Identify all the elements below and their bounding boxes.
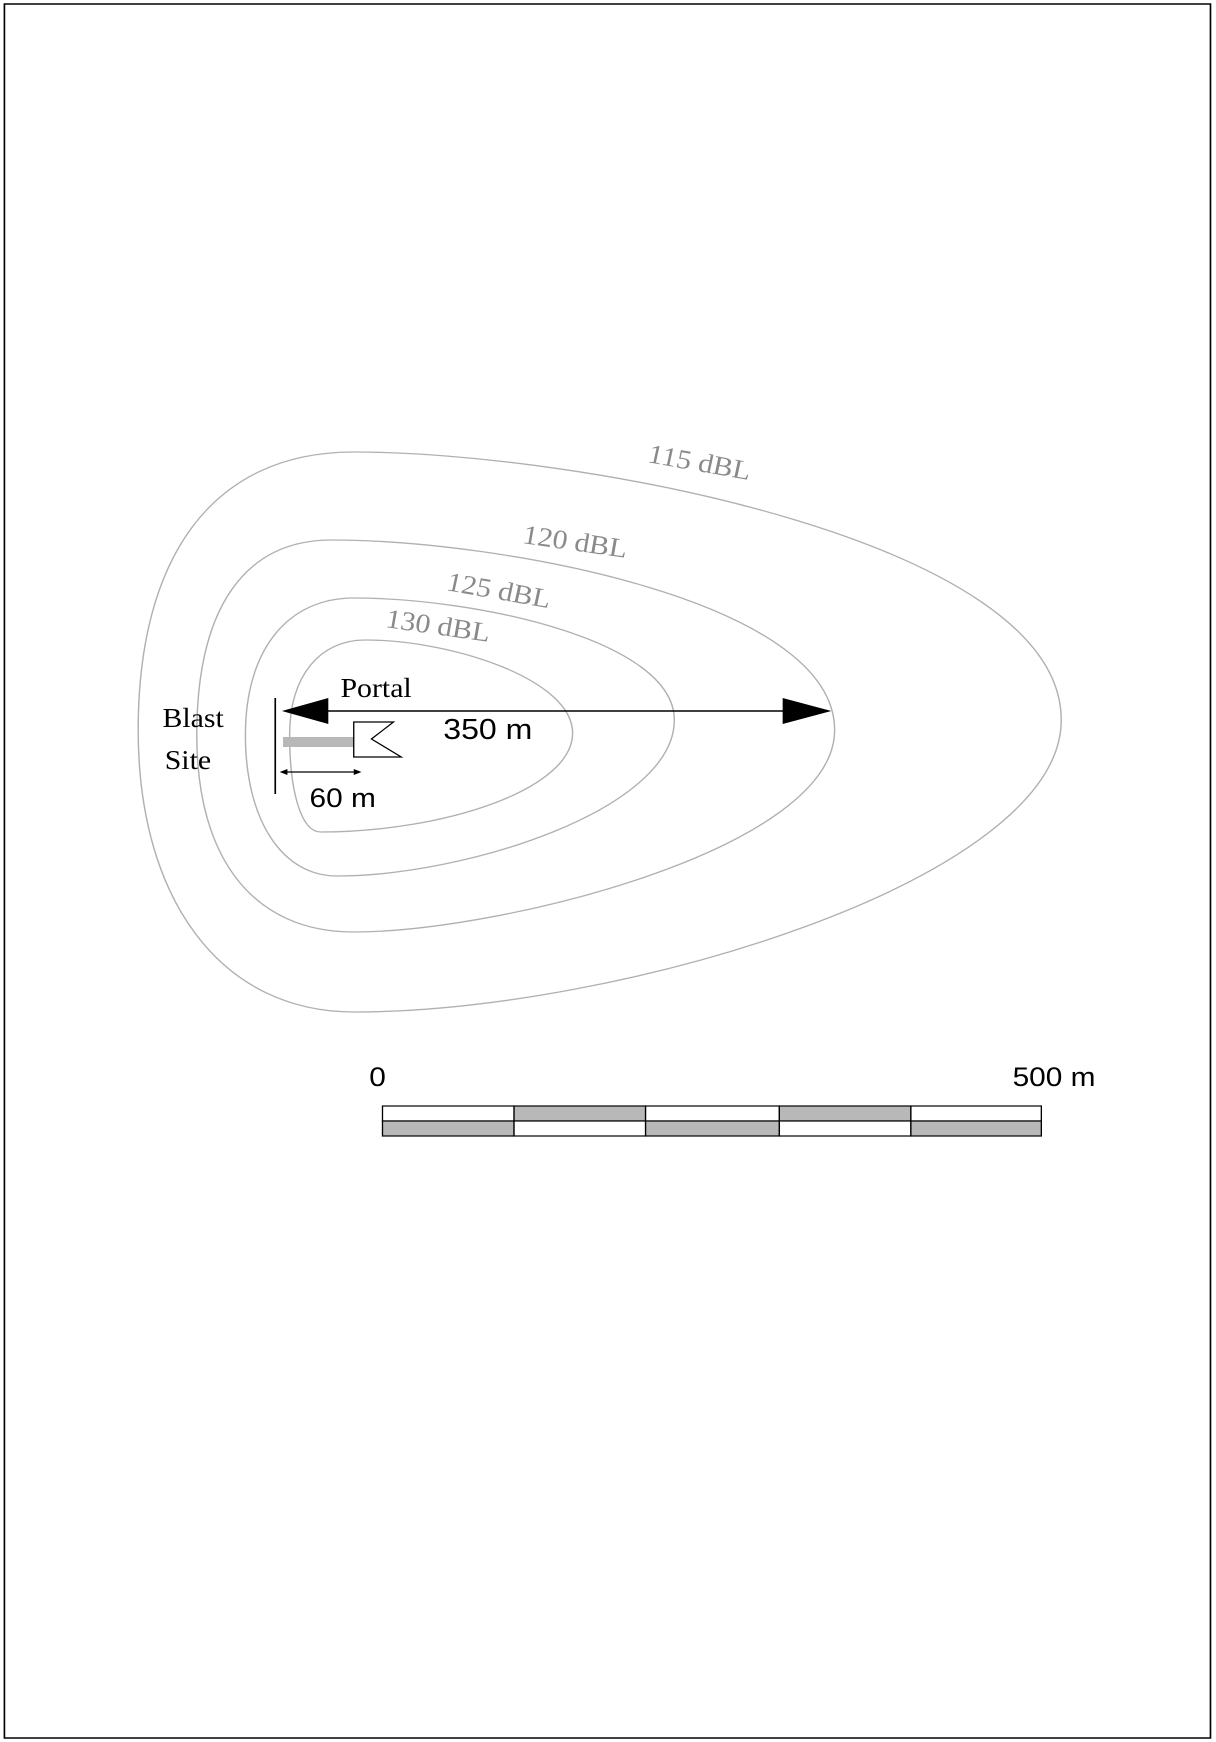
blast-label: Blast	[163, 704, 224, 733]
scale-bar	[381, 1105, 1043, 1137]
scale-segment	[910, 1120, 1043, 1137]
tunnel	[282, 737, 354, 747]
contour-120	[196, 539, 836, 933]
portal	[353, 721, 404, 758]
scale-segment	[644, 1105, 781, 1122]
scale-segment	[513, 1105, 647, 1122]
contour-125	[244, 597, 676, 877]
arrow-head	[279, 769, 288, 775]
distance-label: 350 m	[443, 713, 532, 745]
scale-segment	[778, 1120, 912, 1137]
scale-end: 500 m	[1013, 1062, 1096, 1092]
arrow-head	[353, 769, 362, 775]
portal-label: Portal	[340, 674, 411, 703]
scale-segment	[381, 1105, 515, 1122]
scale-start: 0	[369, 1062, 386, 1092]
scale-segment	[381, 1120, 515, 1137]
contour-115	[137, 451, 1062, 1013]
scale-segment	[513, 1120, 647, 1137]
site-label: Site	[165, 746, 211, 775]
contour-130	[288, 639, 574, 833]
page-border	[3, 3, 1212, 1739]
scale-segment	[644, 1120, 781, 1137]
scale-segment	[778, 1105, 912, 1122]
scale-segment	[910, 1105, 1043, 1122]
tunnel-length-label: 60 m	[310, 783, 376, 813]
arrow-head	[782, 698, 832, 724]
arrow-head	[281, 698, 329, 724]
